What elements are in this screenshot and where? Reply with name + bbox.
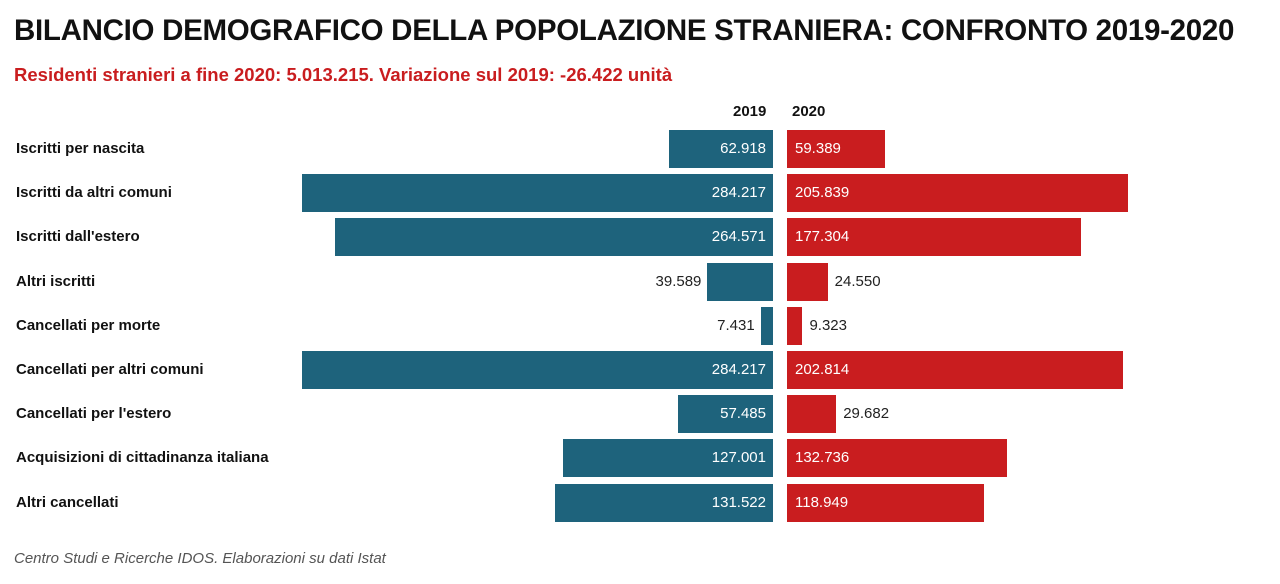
row-label: Cancellati per l'estero [16,405,172,423]
column-header-2020: 2020 [792,103,826,120]
bar-2020 [787,174,1129,213]
row-label: Iscritti da altri comuni [16,184,172,202]
row-label: Iscritti dall'estero [16,228,140,246]
bar-2020 [787,218,1081,257]
bar-2020 [787,483,985,522]
chart-subtitle: Residenti stranieri a fine 2020: 5.013.2… [14,64,673,85]
row-label: Iscritti per nascita [16,140,145,157]
data-label-2020: 118.949 [795,493,849,511]
data-label-2019: 7.431 [717,316,755,334]
bar-2019 [302,174,773,213]
source-note: Centro Studi e Ricerche IDOS. Elaborazio… [14,550,386,567]
bar-2019 [302,351,773,389]
row-label: Acquisizioni di cittadinanza italiana [16,449,269,467]
bar-2020 [787,351,1124,389]
bar-2019 [760,306,773,345]
chart-title: BILANCIO DEMOGRAFICO DELLA POPOLAZIONE S… [14,14,1235,47]
bar-2020 [787,439,1007,478]
data-label-2020: 59.389 [795,140,841,157]
bar-2019 [334,218,773,257]
bar-2019 [562,439,773,478]
data-label-2020: 202.814 [795,361,850,378]
data-label-2020: 24.550 [834,272,881,290]
column-header-2019: 2019 [733,103,767,120]
row-label: Altri cancellati [16,493,119,511]
bar-2020 [787,395,837,434]
data-label-2019: 62.918 [720,140,766,157]
data-label-2019: 264.571 [711,228,766,246]
data-label-2019: 39.589 [655,272,702,290]
data-label-2019: 127.001 [711,449,766,467]
bar-2019 [707,262,773,301]
data-label-2020: 29.682 [843,405,890,423]
bar-2019 [668,130,773,168]
data-label-2019: 131.522 [711,493,766,511]
data-label-2019: 57.485 [720,405,766,423]
bar-2020 [787,262,828,301]
row-label: Cancellati per morte [16,316,161,334]
data-label-2020: 9.323 [809,316,847,334]
data-label-2020: 132.736 [795,449,850,467]
bar-2019 [555,483,773,522]
row-label: Altri iscritti [16,272,96,290]
data-label-2019: 284.217 [711,361,766,378]
data-label-2020: 177.304 [795,228,850,246]
bar-2019 [677,395,773,434]
row-label: Cancellati per altri comuni [16,361,204,378]
data-label-2020: 205.839 [795,184,850,202]
data-label-2019: 284.217 [711,184,766,202]
bar-2020 [787,306,803,345]
bar-2020 [787,130,886,168]
